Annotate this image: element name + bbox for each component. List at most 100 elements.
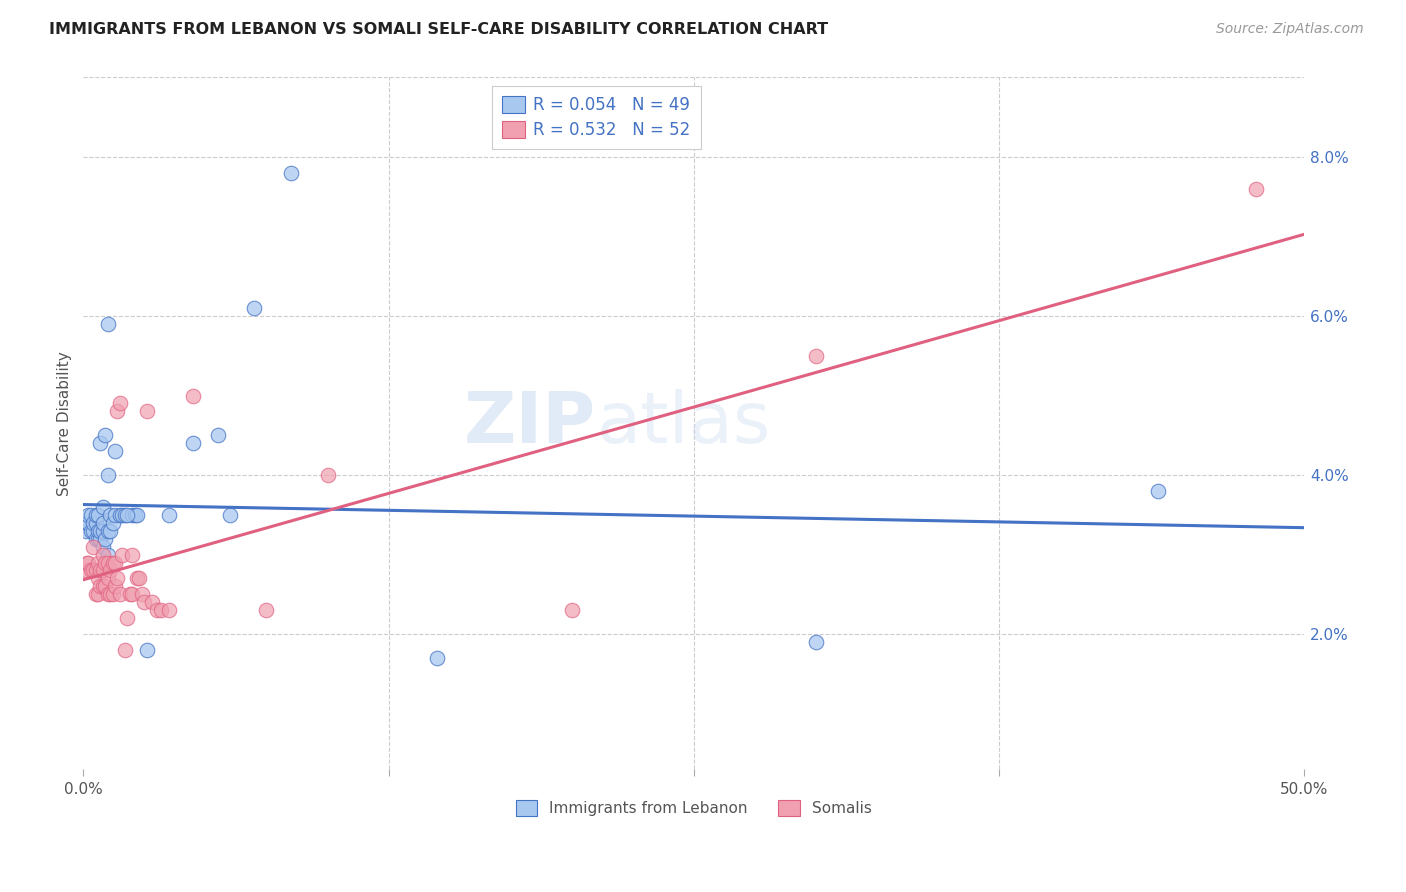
Text: IMMIGRANTS FROM LEBANON VS SOMALI SELF-CARE DISABILITY CORRELATION CHART: IMMIGRANTS FROM LEBANON VS SOMALI SELF-C…	[49, 22, 828, 37]
Point	[87, 508, 110, 522]
Point	[426, 651, 449, 665]
Point	[94, 428, 117, 442]
Point	[135, 404, 157, 418]
Point	[121, 508, 143, 522]
Point	[117, 611, 139, 625]
Point	[91, 564, 114, 578]
Point	[97, 587, 120, 601]
Point	[104, 579, 127, 593]
Point	[101, 556, 124, 570]
Point	[1147, 483, 1170, 498]
Point	[134, 595, 156, 609]
Point	[82, 516, 104, 530]
Point	[101, 587, 124, 601]
Point	[84, 564, 107, 578]
Point	[114, 643, 136, 657]
Point	[131, 587, 153, 601]
Point	[108, 396, 131, 410]
Point	[94, 579, 117, 593]
Point	[84, 508, 107, 522]
Point	[91, 516, 114, 530]
Point	[91, 579, 114, 593]
Point	[91, 548, 114, 562]
Point	[280, 166, 302, 180]
Point	[114, 508, 136, 522]
Point	[1244, 182, 1267, 196]
Point	[89, 524, 111, 538]
Point	[97, 548, 120, 562]
Point	[89, 532, 111, 546]
Point	[87, 556, 110, 570]
Point	[121, 587, 143, 601]
Point	[94, 532, 117, 546]
Text: Source: ZipAtlas.com: Source: ZipAtlas.com	[1216, 22, 1364, 37]
Point	[91, 524, 114, 538]
Point	[101, 516, 124, 530]
Point	[107, 404, 129, 418]
Point	[145, 603, 167, 617]
Point	[104, 556, 127, 570]
Point	[98, 524, 121, 538]
Text: atlas: atlas	[596, 389, 770, 458]
Legend: Immigrants from Lebanon, Somalis: Immigrants from Lebanon, Somalis	[508, 793, 880, 824]
Point	[181, 388, 204, 402]
Point	[75, 564, 97, 578]
Point	[98, 564, 121, 578]
Point	[108, 508, 131, 522]
Point	[97, 571, 120, 585]
Point	[77, 508, 100, 522]
Point	[243, 301, 266, 315]
Point	[84, 587, 107, 601]
Point	[108, 587, 131, 601]
Point	[77, 516, 100, 530]
Point	[98, 587, 121, 601]
Point	[75, 524, 97, 538]
Point	[84, 516, 107, 530]
Y-axis label: Self-Care Disability: Self-Care Disability	[58, 351, 72, 496]
Point	[89, 436, 111, 450]
Point	[98, 508, 121, 522]
Point	[316, 468, 339, 483]
Point	[94, 556, 117, 570]
Point	[256, 603, 278, 617]
Point	[89, 564, 111, 578]
Point	[118, 587, 141, 601]
Point	[150, 603, 173, 617]
Point	[157, 508, 180, 522]
Point	[121, 548, 143, 562]
Text: ZIP: ZIP	[464, 389, 596, 458]
Point	[804, 349, 827, 363]
Point	[87, 524, 110, 538]
Point	[97, 317, 120, 331]
Point	[82, 524, 104, 538]
Point	[84, 532, 107, 546]
Point	[124, 508, 146, 522]
Point	[97, 556, 120, 570]
Point	[561, 603, 583, 617]
Point	[82, 540, 104, 554]
Point	[207, 428, 229, 442]
Point	[157, 603, 180, 617]
Point	[87, 587, 110, 601]
Point	[218, 508, 240, 522]
Point	[79, 564, 101, 578]
Point	[91, 500, 114, 514]
Point	[141, 595, 163, 609]
Point	[128, 571, 150, 585]
Point	[117, 508, 139, 522]
Point	[111, 548, 134, 562]
Point	[111, 508, 134, 522]
Point	[87, 571, 110, 585]
Point	[89, 579, 111, 593]
Point	[79, 524, 101, 538]
Point	[104, 444, 127, 458]
Point	[77, 556, 100, 570]
Point	[76, 556, 98, 570]
Point	[97, 468, 120, 483]
Point	[76, 516, 98, 530]
Point	[79, 508, 101, 522]
Point	[87, 532, 110, 546]
Point	[104, 508, 127, 522]
Point	[804, 635, 827, 649]
Point	[125, 571, 148, 585]
